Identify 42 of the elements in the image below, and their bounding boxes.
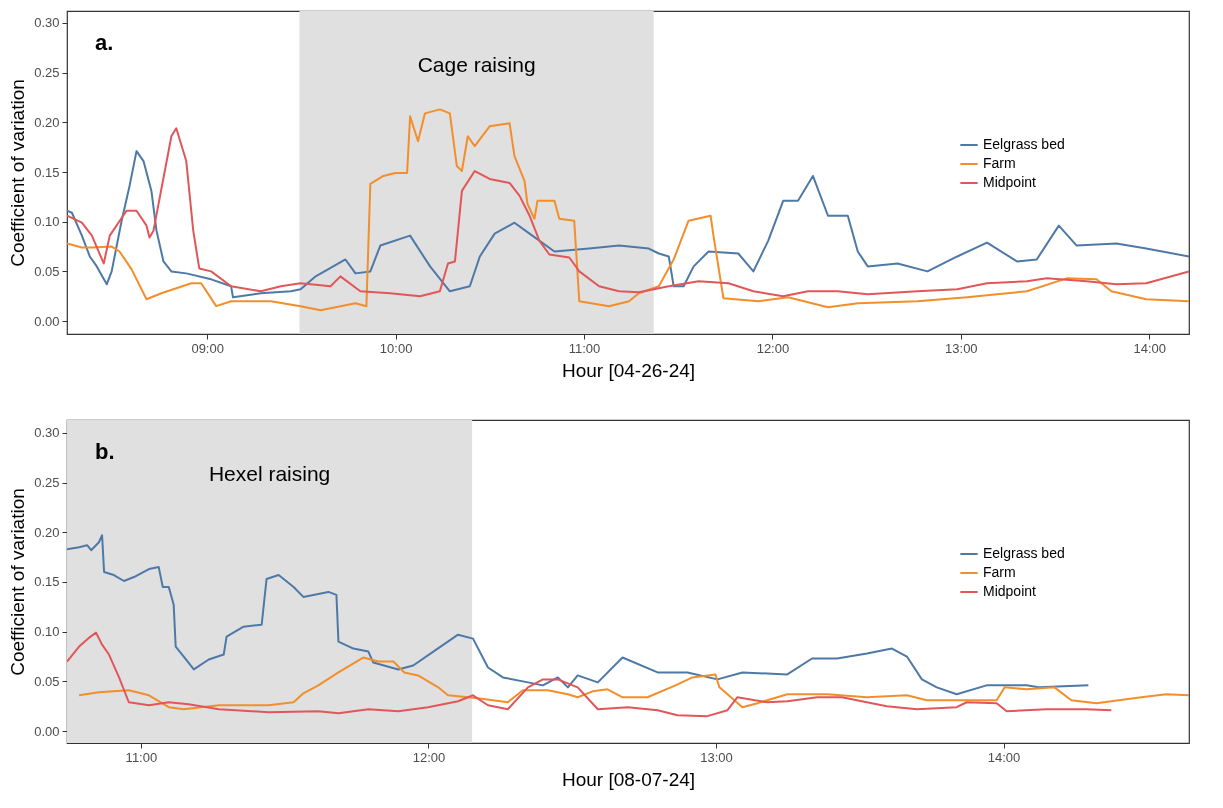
y-tick-label: 0.05	[34, 263, 60, 279]
y-tick-label: 0.10	[34, 214, 60, 230]
band-label: Hexel raising	[208, 462, 331, 485]
y-tick-label: 0.25	[34, 475, 60, 491]
x-tick-label: 11:00	[568, 340, 601, 356]
band-label: Cage raising	[417, 53, 536, 76]
x-tick-label: 13:00	[700, 749, 733, 765]
y-tick-label: 0.30	[34, 425, 60, 441]
x-tick-label: 12:00	[412, 749, 446, 765]
y-tick-label: 0.15	[34, 164, 60, 180]
line-series	[67, 631, 1113, 718]
y-axis-title: Coefficient of variation	[7, 488, 29, 676]
legend-label: Midpoint	[983, 583, 1037, 599]
y-tick-label: 0.20	[34, 524, 60, 540]
x-axis-title: Hour [08-07-24]	[561, 768, 696, 790]
y-axis-title: Coefficient of variation	[7, 79, 29, 267]
y-tick-label: 0.30	[34, 15, 60, 31]
y-tick-label: 0.15	[34, 574, 60, 590]
x-tick-label: 11:00	[125, 749, 158, 765]
line-series	[67, 534, 1090, 696]
legend-label: Farm	[983, 564, 1016, 580]
annotation: a.	[95, 30, 114, 55]
y-tick-label: 0.00	[34, 313, 60, 329]
y-tick-label: 0.05	[34, 673, 60, 689]
x-tick-label: 14:00	[1133, 340, 1167, 356]
y-tick-label: 0.10	[34, 624, 60, 640]
annotation: b.	[95, 439, 115, 464]
y-tick-label: 0.25	[34, 65, 60, 81]
y-tick-label: 0.00	[34, 723, 60, 739]
legend-label: Midpoint	[983, 174, 1037, 190]
y-tick-label: 0.20	[34, 114, 60, 130]
x-tick-label: 14:00	[987, 749, 1021, 765]
legend-label: Farm	[983, 155, 1016, 171]
x-tick-label: 09:00	[191, 340, 224, 356]
line-series	[78, 656, 1189, 711]
x-tick-label: 12:00	[756, 340, 790, 356]
legend-label: Eelgrass bed	[983, 136, 1065, 152]
legend-label: Eelgrass bed	[983, 545, 1065, 561]
line-series	[67, 108, 1189, 312]
x-tick-label: 10:00	[379, 340, 413, 356]
x-axis-title: Hour [04-26-24]	[561, 359, 696, 381]
x-tick-label: 13:00	[945, 340, 978, 356]
